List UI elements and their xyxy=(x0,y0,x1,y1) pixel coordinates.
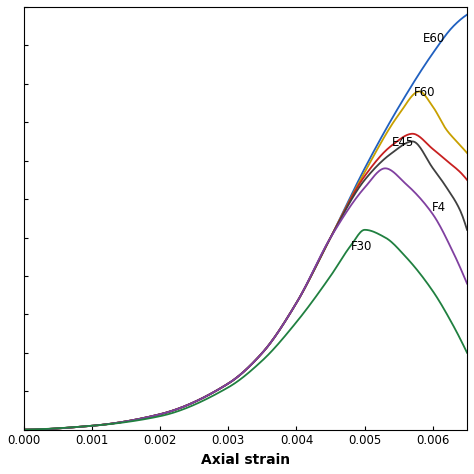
Text: F60: F60 xyxy=(414,86,435,99)
X-axis label: Axial strain: Axial strain xyxy=(201,453,290,467)
Text: F4: F4 xyxy=(431,201,446,214)
Text: E60: E60 xyxy=(423,32,445,46)
Text: F30: F30 xyxy=(351,240,373,253)
Text: E45: E45 xyxy=(392,136,414,149)
